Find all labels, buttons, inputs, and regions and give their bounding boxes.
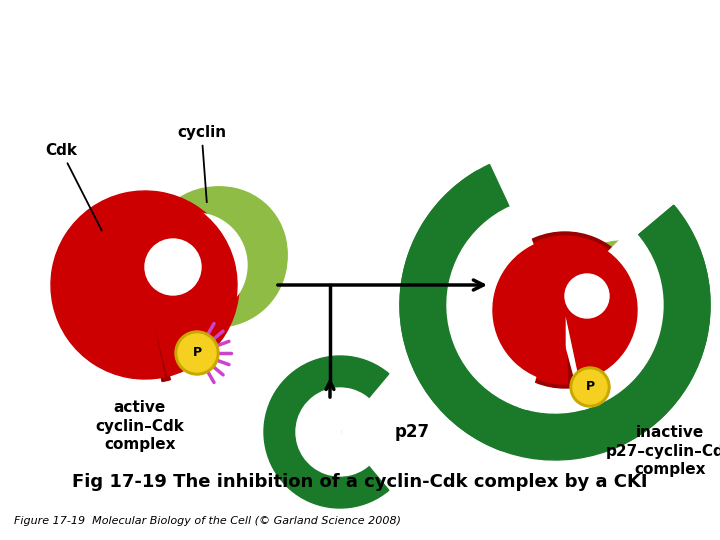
Text: inactive
p27–cyclin–Cdk
complex: inactive p27–cyclin–Cdk complex xyxy=(606,425,720,477)
Circle shape xyxy=(565,242,685,362)
Circle shape xyxy=(175,331,219,375)
Text: p27: p27 xyxy=(395,423,430,441)
Wedge shape xyxy=(264,356,389,508)
Circle shape xyxy=(145,239,201,295)
Circle shape xyxy=(143,213,247,317)
Circle shape xyxy=(558,267,646,355)
Circle shape xyxy=(145,239,201,295)
Text: active
cyclin–Cdk
complex: active cyclin–Cdk complex xyxy=(96,400,184,452)
Circle shape xyxy=(558,241,686,369)
Circle shape xyxy=(570,367,610,407)
Circle shape xyxy=(178,334,216,372)
Wedge shape xyxy=(447,204,555,409)
Wedge shape xyxy=(487,232,643,388)
Wedge shape xyxy=(555,205,710,451)
Wedge shape xyxy=(493,238,637,382)
Wedge shape xyxy=(296,388,374,476)
Wedge shape xyxy=(400,171,710,460)
Wedge shape xyxy=(53,193,237,377)
Wedge shape xyxy=(555,228,663,409)
Circle shape xyxy=(573,370,607,404)
Circle shape xyxy=(565,274,609,318)
Wedge shape xyxy=(145,285,171,382)
Circle shape xyxy=(155,187,287,319)
Circle shape xyxy=(565,274,609,318)
Wedge shape xyxy=(447,207,663,413)
Text: P: P xyxy=(585,381,595,394)
Wedge shape xyxy=(491,236,639,384)
Text: Cdk: Cdk xyxy=(45,143,102,231)
Text: P: P xyxy=(192,347,202,360)
Text: Fig 17-19 The inhibition of a cyclin-Cdk complex by a CKI: Fig 17-19 The inhibition of a cyclin-Cdk… xyxy=(72,473,648,491)
Wedge shape xyxy=(493,238,637,382)
Wedge shape xyxy=(51,191,239,379)
Wedge shape xyxy=(400,165,555,451)
Circle shape xyxy=(147,187,287,327)
Text: Figure 17-19  Molecular Biology of the Cell (© Garland Science 2008): Figure 17-19 Molecular Biology of the Ce… xyxy=(14,516,401,526)
Text: cyclin: cyclin xyxy=(177,125,226,202)
Wedge shape xyxy=(53,193,237,377)
